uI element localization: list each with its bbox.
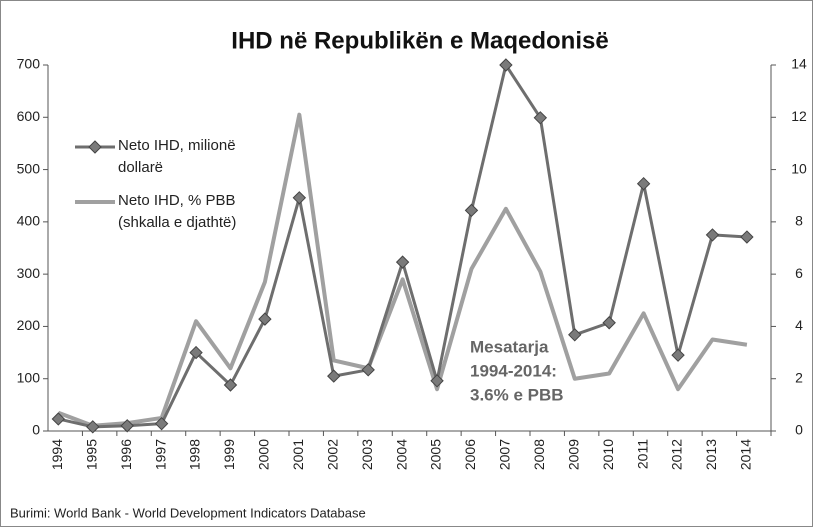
marker — [705, 228, 720, 242]
annotation: Mesatarja — [470, 337, 549, 356]
marker — [602, 316, 616, 330]
x-tick-label: 2001 — [290, 439, 306, 470]
y-tick-label: 700 — [17, 56, 41, 72]
x-tick-label: 2003 — [359, 439, 375, 470]
y-tick-label: 400 — [17, 213, 41, 229]
marker — [258, 312, 272, 326]
marker — [395, 255, 410, 269]
legend-marker — [88, 140, 102, 154]
y2-tick-label: 10 — [791, 160, 807, 176]
x-tick-label: 2014 — [738, 439, 754, 470]
annotation: 3.6% e PBB — [470, 385, 564, 404]
y-tick-label: 300 — [17, 265, 41, 281]
x-tick-label: 1996 — [118, 439, 134, 470]
x-tick-label: 2004 — [393, 439, 409, 470]
legend-label: Neto IHD, milionë dollarë — [118, 137, 236, 176]
source: Burimi: World Bank - World Development I… — [10, 505, 366, 520]
marker — [361, 363, 375, 377]
legend-item: Neto IHD, milionë dollarë — [118, 137, 236, 176]
marker — [568, 328, 582, 342]
y2-tick-label: 14 — [791, 56, 807, 72]
x-tick-label: 2008 — [531, 439, 547, 470]
x-tick-label: 1995 — [83, 439, 99, 470]
y-tick-label: 100 — [17, 369, 41, 385]
marker — [636, 176, 651, 191]
marker — [223, 378, 238, 392]
y-tick-label: 500 — [17, 160, 41, 176]
x-tick-label: 2002 — [324, 439, 340, 470]
marker — [533, 111, 548, 125]
x-tick-label: 2000 — [256, 439, 272, 470]
marker — [671, 348, 685, 362]
x-tick-label: 2006 — [462, 439, 478, 470]
legend-label: Neto IHD, % PBB (shkalla e djathtë) — [118, 192, 237, 231]
y-tick-label: 600 — [17, 108, 41, 124]
x-tick-label: 2012 — [669, 439, 685, 470]
marker — [51, 412, 66, 426]
x-tick-label: 1994 — [49, 439, 65, 470]
y2-tick-label: 6 — [795, 265, 803, 281]
y2-tick-label: 2 — [795, 369, 803, 385]
x-tick-label: 2013 — [703, 439, 719, 470]
marker — [327, 369, 341, 383]
chart-title: IHD në Republikën e Maqedonisë — [231, 27, 608, 54]
marker — [430, 374, 444, 388]
marker — [189, 345, 203, 360]
y2-tick-label: 4 — [795, 317, 803, 333]
marker — [154, 416, 169, 431]
y2-tick-label: 0 — [795, 422, 803, 438]
y-tick-label: 0 — [32, 422, 40, 438]
x-tick-label: 1999 — [221, 439, 237, 470]
marker — [292, 191, 307, 205]
x-tick-label: 2010 — [600, 439, 616, 470]
x-tick-label: 1998 — [187, 439, 203, 470]
marker — [86, 420, 100, 434]
marker — [464, 203, 479, 218]
x-tick-label: 1997 — [152, 439, 168, 470]
marker — [499, 58, 513, 72]
x-tick-label: 2005 — [428, 439, 444, 470]
x-tick-label: 2007 — [497, 439, 513, 470]
y-tick-label: 200 — [17, 317, 41, 333]
y2-tick-label: 8 — [795, 213, 803, 229]
legend-item: Neto IHD, % PBB (shkalla e djathtë) — [118, 192, 237, 231]
marker — [740, 230, 754, 244]
x-tick-label: 2011 — [634, 439, 650, 469]
x-tick-label: 2009 — [565, 439, 581, 470]
marker — [120, 419, 134, 433]
annotation: 1994-2014: — [470, 361, 557, 380]
y2-tick-label: 12 — [791, 108, 807, 124]
series-line — [57, 112, 748, 428]
